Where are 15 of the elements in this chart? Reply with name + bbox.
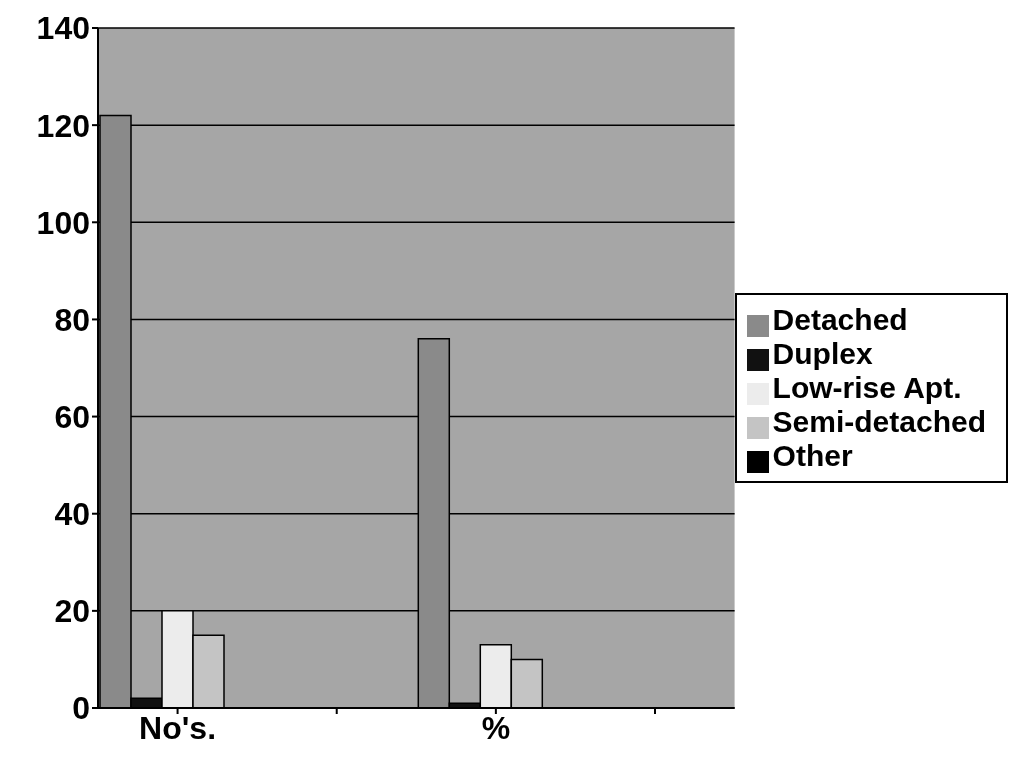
legend-label: Detached [772, 303, 908, 336]
y-tick-label: 40 [54, 496, 90, 533]
x-tick-label: % [481, 709, 511, 746]
legend-label: Semi-detached [772, 405, 986, 438]
legend-label: Duplex [772, 337, 873, 370]
y-tick-label: 100 [36, 204, 90, 241]
y-tick-label: 120 [36, 107, 90, 144]
x-tick-label: No's. [139, 709, 217, 746]
legend-label: Low-rise Apt. [772, 371, 962, 404]
legend-label: Other [772, 439, 853, 472]
y-tick-label: 140 [36, 10, 90, 47]
y-tick-label: 80 [54, 301, 90, 338]
y-tick-label: 0 [72, 690, 90, 727]
y-tick-label: 20 [54, 593, 90, 630]
y-tick-label: 60 [54, 398, 90, 435]
